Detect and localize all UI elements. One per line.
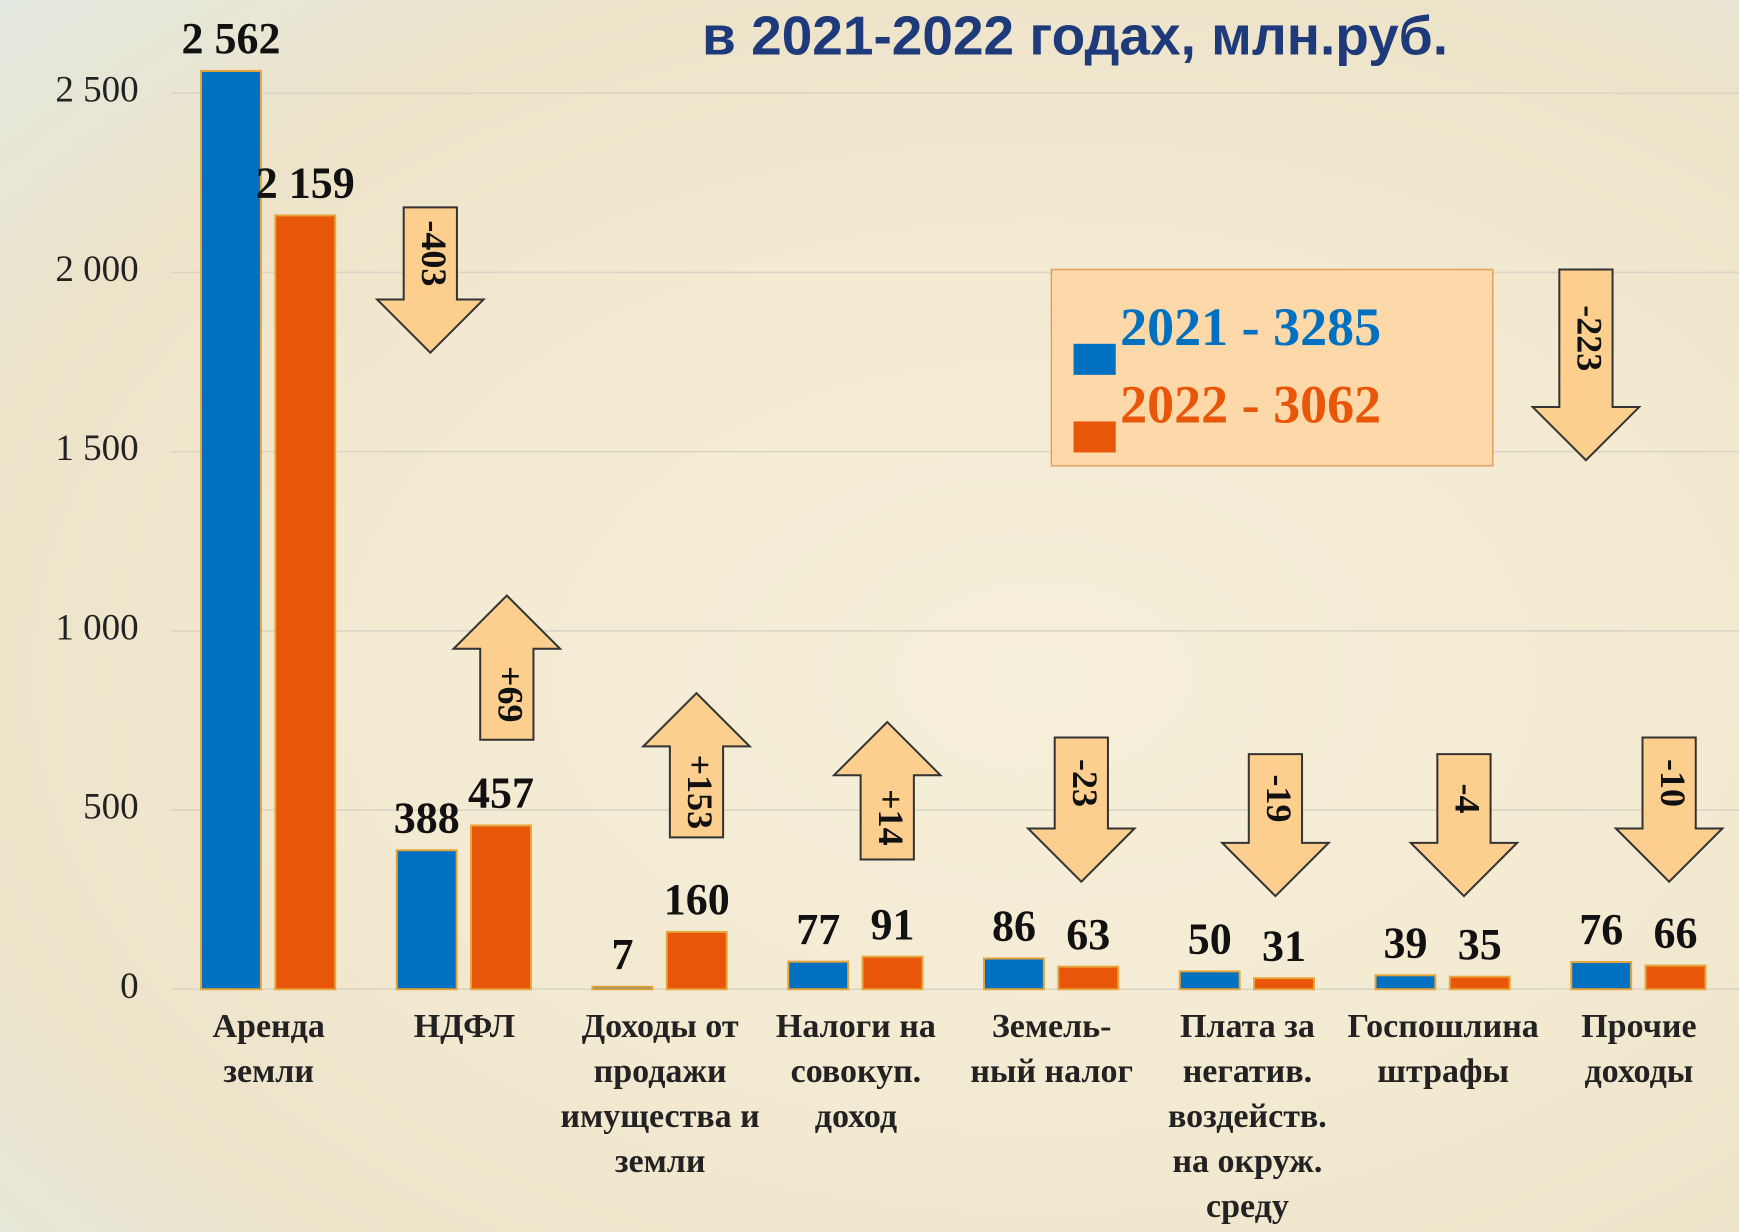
change-arrow: [640, 691, 753, 839]
bar: [787, 960, 850, 991]
bar: [200, 69, 262, 991]
value-label: 91: [871, 900, 915, 949]
x-tick-label: Госпошлина штрафы: [1347, 1007, 1539, 1090]
chart-title: в 2021-2022 годах, млн.руб.: [702, 5, 1448, 67]
bar: [1644, 964, 1707, 991]
value-label: 76: [1579, 905, 1623, 954]
change-label: +69: [491, 666, 531, 723]
x-tick-label: Прочие доходы: [1581, 1007, 1697, 1090]
value-label: 35: [1458, 920, 1502, 969]
change-label: -4: [1448, 784, 1488, 814]
legend-swatch: [1073, 421, 1116, 453]
value-label: 77: [796, 905, 840, 954]
change-label: -10: [1653, 759, 1693, 807]
change-arrow: [374, 206, 486, 355]
value-label: 86: [992, 902, 1036, 951]
change-label: -19: [1259, 775, 1299, 823]
y-tick-label: 2 500: [55, 70, 138, 111]
bar: [1057, 965, 1120, 991]
bar: [1448, 975, 1511, 991]
bar: [1178, 970, 1241, 991]
y-tick-label: 1 500: [55, 428, 138, 469]
value-label: 457: [468, 769, 534, 818]
value-label: 2 562: [181, 14, 280, 63]
bar: [665, 930, 728, 991]
value-label: 50: [1188, 914, 1232, 963]
value-label: 160: [664, 875, 730, 924]
bar: [983, 957, 1045, 991]
change-arrow: [1530, 268, 1642, 462]
value-label: 63: [1066, 910, 1110, 959]
legend-swatch: [1073, 343, 1116, 375]
change-arrow: [451, 594, 563, 741]
change-label: +14: [871, 789, 911, 846]
x-tick-label: Аренда земли: [212, 1007, 325, 1090]
value-label: 31: [1262, 921, 1306, 970]
y-tick-label: 2 000: [55, 249, 138, 290]
value-label: 39: [1383, 918, 1427, 967]
legend-box: [1050, 268, 1494, 467]
change-arrow: [1025, 736, 1137, 884]
value-label: 66: [1654, 909, 1698, 958]
legend-label: 2022 - 3062: [1120, 375, 1381, 435]
bar: [1253, 977, 1315, 991]
change-label: -403: [414, 220, 454, 286]
change-arrow: [1219, 753, 1332, 898]
x-tick-label: НДФЛ: [413, 1007, 516, 1045]
change-label: +153: [680, 755, 720, 830]
y-tick-label: 1 000: [55, 607, 138, 648]
change-arrow: [1408, 753, 1520, 898]
bar: [470, 824, 532, 991]
x-tick-label: Доходы от продажи имущества и земли: [560, 1007, 760, 1180]
value-label: 7: [611, 930, 633, 979]
change-label: -23: [1065, 759, 1105, 807]
change-arrow: [831, 720, 943, 861]
value-label: 2 159: [256, 158, 355, 207]
y-tick-label: 0: [120, 966, 139, 1007]
bar: [274, 214, 337, 991]
x-tick-label: Земель- ный налог: [970, 1007, 1133, 1090]
bar: [861, 955, 924, 991]
bar: [395, 849, 458, 991]
bar: [1570, 961, 1633, 991]
bar: [591, 985, 654, 991]
y-tick-label: 500: [83, 787, 139, 828]
x-tick-label: Налоги на совокуп. доход: [775, 1007, 936, 1135]
legend-label: 2021 - 3285: [1120, 297, 1381, 357]
x-tick-label: Плата за негатив. воздейств. на окруж. с…: [1168, 1007, 1327, 1225]
change-label: -223: [1570, 305, 1610, 371]
value-label: 388: [394, 793, 460, 842]
bar: [1374, 974, 1437, 991]
change-arrow: [1613, 736, 1725, 884]
